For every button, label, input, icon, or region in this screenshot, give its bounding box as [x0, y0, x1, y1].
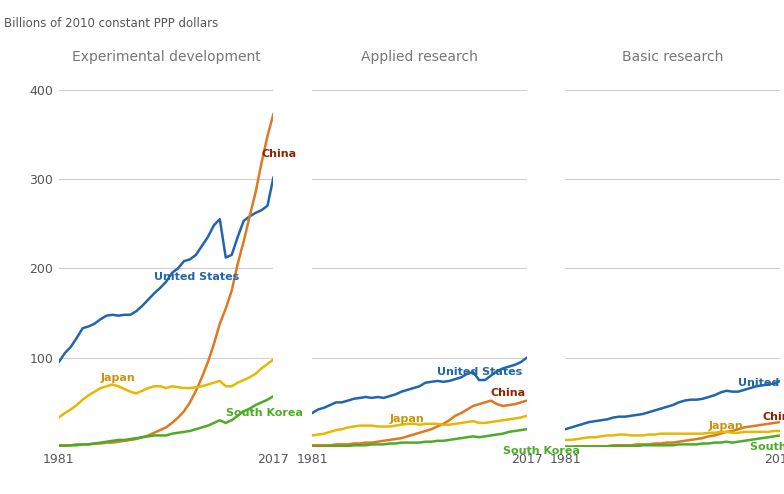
Title: Experimental development: Experimental development [72, 49, 260, 64]
Text: United States: United States [437, 368, 523, 377]
Text: United States: United States [739, 378, 784, 388]
Text: Billions of 2010 constant PPP dollars: Billions of 2010 constant PPP dollars [4, 17, 218, 30]
Title: Applied research: Applied research [361, 49, 478, 64]
Text: Japan: Japan [100, 372, 136, 383]
Text: United States: United States [154, 272, 239, 282]
Text: China: China [491, 388, 526, 398]
Text: Japan: Japan [709, 421, 743, 431]
Text: China: China [762, 412, 784, 422]
Text: South Korea: South Korea [750, 442, 784, 452]
Title: Basic research: Basic research [622, 49, 724, 64]
Text: South Korea: South Korea [226, 409, 303, 418]
Text: Japan: Japan [390, 414, 424, 424]
Text: China: China [262, 149, 296, 159]
Text: South Korea: South Korea [503, 446, 580, 456]
